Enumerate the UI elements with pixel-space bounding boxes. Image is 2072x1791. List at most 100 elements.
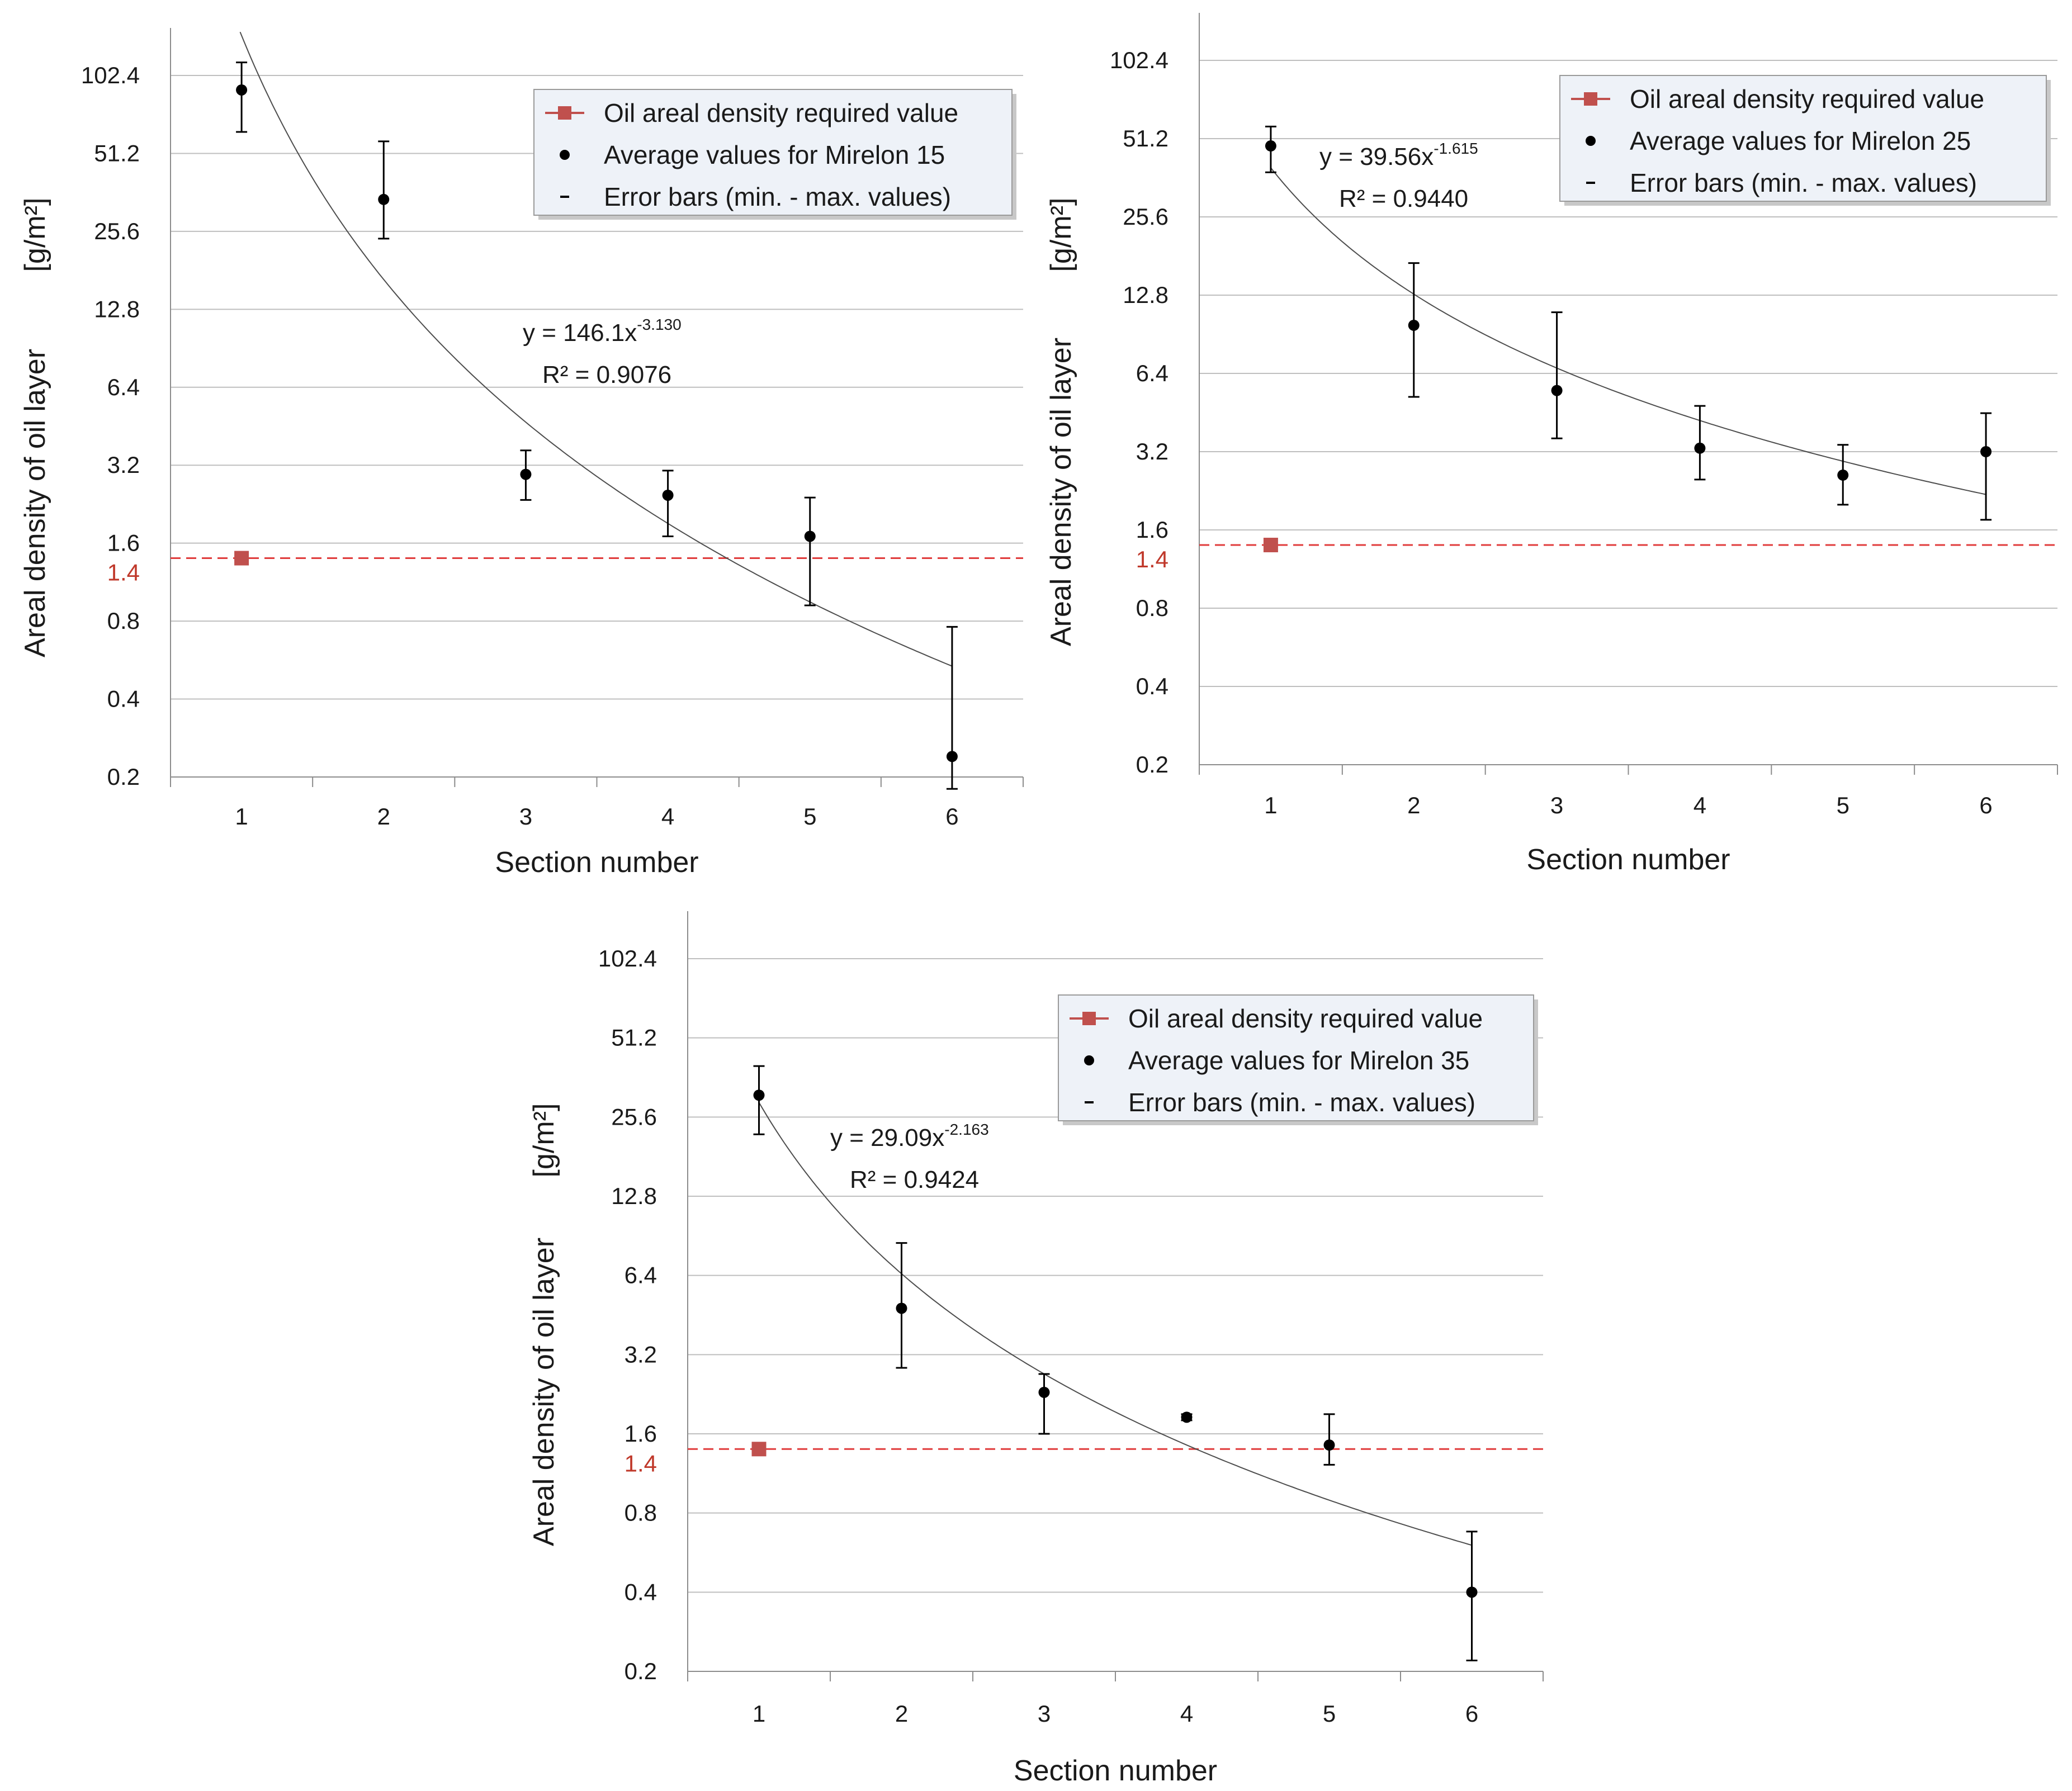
y-tick-label: 25.6 xyxy=(611,1103,657,1130)
y-tick-label: 51.2 xyxy=(94,140,140,166)
y-tick-label: 102.4 xyxy=(1110,47,1169,73)
trend-r-squared: R² = 0.9076 xyxy=(542,361,671,388)
legend-label: Average values for Mirelon 15 xyxy=(604,140,945,169)
data-point xyxy=(1181,1411,1193,1423)
y-tick-label: 12.8 xyxy=(94,296,140,322)
legend-label: Oil areal density required value xyxy=(1630,84,1984,113)
y-tick-label: 0.8 xyxy=(625,1500,657,1526)
x-tick-label: 3 xyxy=(519,803,532,830)
y-tick-label: 1.6 xyxy=(107,530,140,556)
y-tick-label: 0.4 xyxy=(107,686,140,712)
y-tick-label: 102.4 xyxy=(81,62,140,88)
data-point xyxy=(236,84,248,96)
y-tick-label: 25.6 xyxy=(1123,203,1169,230)
y-tick-label: 0.2 xyxy=(625,1658,657,1684)
x-tick-label: 5 xyxy=(803,803,816,830)
x-tick-label: 2 xyxy=(1407,792,1420,818)
x-axis-title: Section number xyxy=(495,846,698,879)
legend: Oil areal density required value Average … xyxy=(1559,75,2051,206)
data-point xyxy=(520,468,532,480)
y-tick-label: 3.2 xyxy=(107,452,140,478)
legend-key-square xyxy=(1584,92,1597,106)
required-value-label: 1.4 xyxy=(625,1450,657,1476)
y-tick-label: 6.4 xyxy=(1136,360,1169,386)
chart-panel-3: 102.4 51.2 25.6 12.8 6.4 3.2 1.6 0.8 0.4 0.2 1 2 3 4 5… xyxy=(528,911,1544,1787)
trendline xyxy=(239,31,953,667)
legend-key-dot xyxy=(560,150,570,160)
x-tick-label: 4 xyxy=(1693,792,1706,818)
x-tick-label: 5 xyxy=(1837,792,1849,818)
legend-label: Average values for Mirelon 35 xyxy=(1128,1046,1469,1075)
x-tick-label: 5 xyxy=(1323,1700,1336,1727)
legend-key-square xyxy=(1082,1012,1096,1025)
y-axis-title: Areal density of oil layer xyxy=(528,1238,560,1546)
y-tick-label: 0.8 xyxy=(1136,595,1169,621)
y-tick-label: 1.6 xyxy=(1136,517,1169,543)
y-tick-label: 6.4 xyxy=(107,374,140,400)
legend-key-square xyxy=(558,106,571,120)
x-tick-label: 3 xyxy=(1038,1700,1051,1727)
legend-label: Average values for Mirelon 25 xyxy=(1630,126,1971,155)
y-axis-title: Areal density of oil layer xyxy=(1045,338,1077,646)
y-tick-label: 102.4 xyxy=(598,945,657,972)
trendline xyxy=(1270,167,1986,495)
y-tick-label: 51.2 xyxy=(611,1025,657,1051)
data-point xyxy=(753,1089,765,1101)
y-tick-label: 0.4 xyxy=(1136,673,1169,699)
legend: Oil areal density required value Average … xyxy=(1058,994,1538,1125)
data-point xyxy=(1837,469,1849,481)
legend-key-dot xyxy=(1084,1055,1094,1065)
y-tick-label: 51.2 xyxy=(1123,125,1169,151)
data-point xyxy=(378,193,390,205)
trend-r-squared: R² = 0.9440 xyxy=(1339,185,1468,212)
x-tick-label: 1 xyxy=(1264,792,1277,818)
data-point xyxy=(1408,319,1420,331)
x-tick-label: 2 xyxy=(895,1700,908,1727)
x-tick-label: 6 xyxy=(945,803,958,830)
legend-label: Error bars (min. - max. values) xyxy=(1630,168,1977,197)
legend-key-dot xyxy=(1586,136,1596,146)
y-axis-unit: [g/m²] xyxy=(528,1103,560,1178)
y-tick-label: 0.2 xyxy=(1136,751,1169,778)
required-value-label: 1.4 xyxy=(107,560,140,586)
legend-label: Oil areal density required value xyxy=(604,98,958,127)
x-axis-title: Section number xyxy=(1526,844,1730,876)
data-point xyxy=(1265,140,1276,152)
trendline xyxy=(758,1102,1472,1546)
legend-box xyxy=(1058,994,1534,1121)
legend-label: Oil areal density required value xyxy=(1128,1004,1483,1033)
y-axis-unit: [g/m²] xyxy=(19,198,51,272)
legend-box xyxy=(1559,75,2047,202)
y-tick-label: 3.2 xyxy=(1136,438,1169,465)
required-value-marker xyxy=(234,551,249,566)
trend-equation: y = 29.09x-2.163 xyxy=(830,1121,989,1152)
x-tick-label: 1 xyxy=(235,803,248,830)
x-axis-title: Section number xyxy=(1014,1755,1217,1787)
y-tick-label: 3.2 xyxy=(625,1341,657,1367)
required-value-marker xyxy=(1263,537,1278,552)
x-tick-label: 2 xyxy=(377,803,390,830)
legend: Oil areal density required value Average … xyxy=(533,89,1016,220)
y-tick-label: 1.6 xyxy=(625,1420,657,1447)
y-tick-label: 12.8 xyxy=(611,1183,657,1209)
y-tick-label: 0.8 xyxy=(107,608,140,634)
data-point xyxy=(946,751,958,762)
x-tick-label: 3 xyxy=(1550,792,1563,818)
legend-box xyxy=(533,89,1013,216)
data-point xyxy=(1980,446,1992,457)
y-tick-label: 0.2 xyxy=(107,764,140,790)
x-tick-label: 4 xyxy=(1180,1700,1193,1727)
required-value-label: 1.4 xyxy=(1136,546,1169,572)
data-point xyxy=(1323,1439,1335,1451)
x-tick-label: 1 xyxy=(753,1700,765,1727)
y-axis-title: Areal density of oil layer xyxy=(19,349,51,657)
data-point xyxy=(662,489,674,501)
y-tick-label: 0.4 xyxy=(625,1579,657,1605)
data-point xyxy=(1466,1586,1478,1598)
y-axis-unit: [g/m²] xyxy=(1045,198,1077,272)
chart-panel-2: 102.4 51.2 25.6 12.8 6.4 3.2 1.6 0.8 0.4 0.2 1 2 3 4 5… xyxy=(1045,13,2058,876)
data-point xyxy=(1551,385,1563,396)
y-tick-label: 6.4 xyxy=(625,1262,657,1288)
data-point xyxy=(1694,442,1706,454)
